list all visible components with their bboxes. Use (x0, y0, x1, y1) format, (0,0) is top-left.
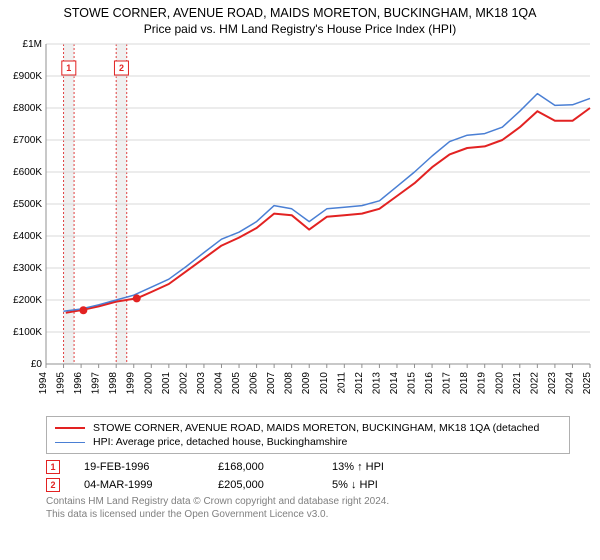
row-date: 04-MAR-1999 (84, 479, 194, 491)
svg-text:2025: 2025 (582, 372, 593, 395)
row-price: £168,000 (218, 461, 308, 473)
svg-text:£1M: £1M (23, 40, 42, 50)
svg-text:£500K: £500K (13, 199, 42, 210)
legend: STOWE CORNER, AVENUE ROAD, MAIDS MORETON… (46, 416, 570, 454)
svg-text:2014: 2014 (389, 372, 400, 395)
svg-text:£300K: £300K (13, 263, 42, 274)
svg-text:2: 2 (119, 63, 124, 73)
row-hpi: 5% ↓ HPI (332, 479, 432, 491)
svg-text:2022: 2022 (529, 372, 540, 395)
svg-text:£100K: £100K (13, 327, 42, 338)
table-row: 2 04-MAR-1999 £205,000 5% ↓ HPI (46, 476, 570, 494)
svg-text:2016: 2016 (424, 372, 435, 395)
line-chart: £0 £100K £200K £300K £400K £500K £600K £700K £80… (0, 40, 600, 410)
row-hpi: 13% ↑ HPI (332, 461, 432, 473)
svg-text:2018: 2018 (459, 372, 470, 395)
svg-text:1997: 1997 (91, 372, 102, 395)
svg-text:2012: 2012 (354, 372, 365, 395)
legend-item: STOWE CORNER, AVENUE ROAD, MAIDS MORETON… (55, 421, 561, 435)
svg-text:2024: 2024 (564, 372, 575, 395)
legend-swatch (55, 442, 85, 443)
chart-titles: STOWE CORNER, AVENUE ROAD, MAIDS MORETON… (0, 0, 600, 40)
svg-text:2021: 2021 (512, 372, 523, 395)
legend-label: HPI: Average price, detached house, Buck… (93, 436, 347, 448)
svg-text:2001: 2001 (161, 372, 172, 395)
svg-text:2011: 2011 (336, 372, 347, 394)
row-date: 19-FEB-1996 (84, 461, 194, 473)
svg-text:1: 1 (66, 63, 71, 73)
svg-text:2004: 2004 (213, 372, 224, 395)
svg-text:£600K: £600K (13, 167, 42, 178)
svg-text:£700K: £700K (13, 135, 42, 146)
table-row: 1 19-FEB-1996 £168,000 13% ↑ HPI (46, 458, 570, 476)
svg-text:2023: 2023 (547, 372, 558, 395)
svg-text:1994: 1994 (38, 372, 49, 395)
svg-text:2005: 2005 (231, 372, 242, 395)
transaction-table: 1 19-FEB-1996 £168,000 13% ↑ HPI 2 04-MAR-199… (46, 458, 570, 494)
svg-text:2006: 2006 (249, 372, 260, 395)
row-marker: 1 (46, 460, 60, 474)
svg-text:£400K: £400K (13, 231, 42, 242)
row-marker: 2 (46, 478, 60, 492)
svg-text:2020: 2020 (494, 372, 505, 395)
svg-text:£0: £0 (31, 359, 43, 370)
svg-text:2008: 2008 (284, 372, 295, 395)
svg-text:2002: 2002 (178, 372, 189, 395)
footer-attribution: Contains HM Land Registry data © Crown c… (46, 496, 570, 521)
svg-text:2015: 2015 (407, 372, 418, 395)
row-price: £205,000 (218, 479, 308, 491)
svg-text:1999: 1999 (126, 372, 137, 395)
title-sub: Price paid vs. HM Land Registry's House … (0, 22, 600, 40)
svg-text:1996: 1996 (73, 372, 84, 395)
legend-label: STOWE CORNER, AVENUE ROAD, MAIDS MORETON… (93, 422, 539, 434)
legend-item: HPI: Average price, detached house, Buck… (55, 435, 561, 449)
footer-line-2: This data is licensed under the Open Gov… (46, 509, 570, 522)
svg-text:2010: 2010 (319, 372, 330, 395)
svg-text:1998: 1998 (108, 372, 119, 395)
svg-text:£900K: £900K (13, 71, 42, 82)
footer-line-1: Contains HM Land Registry data © Crown c… (46, 496, 570, 509)
svg-text:2019: 2019 (477, 372, 488, 395)
svg-text:1995: 1995 (56, 372, 67, 395)
svg-text:2000: 2000 (143, 372, 154, 395)
svg-text:2007: 2007 (266, 372, 277, 395)
svg-text:£800K: £800K (13, 103, 42, 114)
svg-text:2017: 2017 (442, 372, 453, 395)
legend-swatch (55, 427, 85, 429)
svg-text:2013: 2013 (371, 372, 382, 395)
svg-text:2009: 2009 (301, 372, 312, 395)
svg-text:£200K: £200K (13, 295, 42, 306)
title-main: STOWE CORNER, AVENUE ROAD, MAIDS MORETON… (0, 6, 600, 22)
svg-text:2003: 2003 (196, 372, 207, 395)
